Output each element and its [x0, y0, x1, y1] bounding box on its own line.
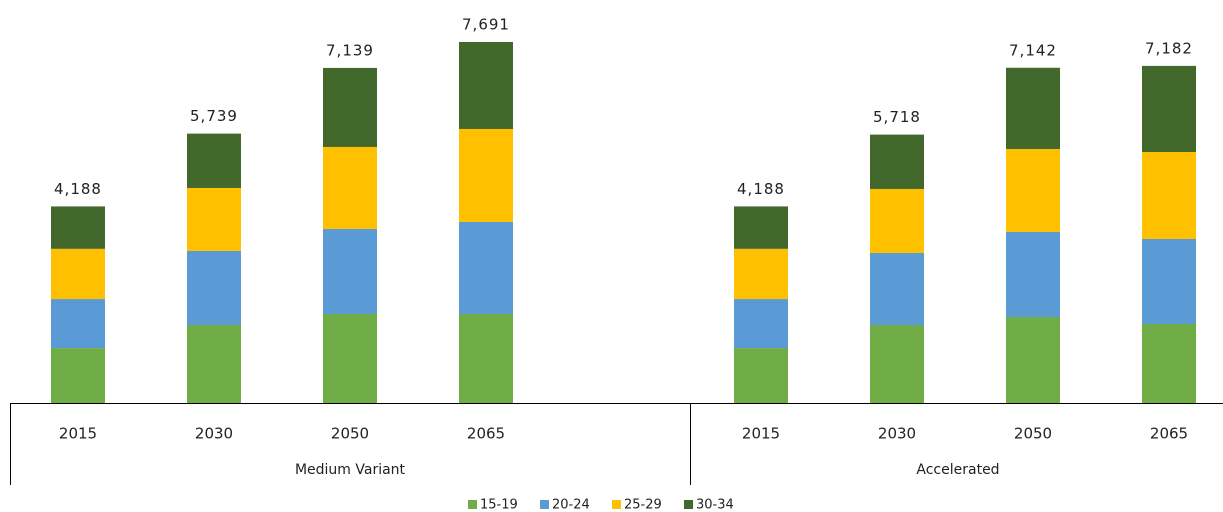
legend-swatch — [612, 500, 621, 509]
bar-segment — [1142, 65, 1196, 153]
bar-segment — [734, 299, 788, 349]
bar-segment — [1142, 152, 1196, 239]
legend-swatch — [540, 500, 549, 509]
bar-segment — [323, 313, 377, 403]
legend-label: 15-19 — [480, 498, 518, 512]
bar-segment — [870, 252, 924, 325]
bar-segment — [51, 206, 105, 249]
bar-segment — [459, 221, 513, 314]
bar-segment — [187, 187, 241, 251]
x-tick-label: 2050 — [1014, 425, 1052, 443]
bar-segment — [870, 134, 924, 189]
x-tick-label: 2065 — [467, 425, 505, 443]
legend-swatch — [468, 500, 477, 509]
bar-segment — [1006, 316, 1060, 403]
bar-segment — [187, 250, 241, 325]
total-label: 7,182 — [1145, 39, 1193, 57]
x-tick-label: 2065 — [1150, 425, 1188, 443]
bar-segment — [323, 67, 377, 147]
bar-segment — [323, 146, 377, 229]
bar-segment — [1006, 231, 1060, 317]
bar-segment — [459, 42, 513, 129]
bar-segment — [734, 248, 788, 300]
bar-segment — [459, 128, 513, 222]
bar-segment — [870, 324, 924, 403]
group-label: Accelerated — [916, 462, 999, 478]
bar-segment — [51, 248, 105, 300]
total-label: 5,718 — [873, 108, 921, 126]
bar-segment — [1142, 324, 1196, 403]
total-label: 4,188 — [54, 180, 102, 198]
bar-segment — [734, 348, 788, 403]
bar-segment — [51, 299, 105, 349]
legend-label: 25-29 — [624, 498, 662, 512]
total-label: 4,188 — [737, 180, 785, 198]
total-label: 7,139 — [326, 41, 374, 59]
bar-segment — [1006, 67, 1060, 149]
bar-segment — [870, 188, 924, 253]
bar-segment — [187, 324, 241, 403]
legend-label: 30-34 — [696, 498, 734, 512]
bar-segment — [1006, 148, 1060, 232]
total-label: 7,691 — [462, 16, 510, 34]
total-label: 5,739 — [190, 107, 238, 125]
bar-segment — [734, 206, 788, 249]
x-tick-label: 2030 — [878, 425, 916, 443]
x-tick-label: 2030 — [195, 425, 233, 443]
bar-segment — [1142, 238, 1196, 325]
bar-segment — [51, 348, 105, 403]
total-label: 7,142 — [1009, 41, 1057, 59]
bar-segment — [459, 313, 513, 403]
x-tick-label: 2015 — [59, 425, 97, 443]
legend-label: 20-24 — [552, 498, 590, 512]
group-label: Medium Variant — [295, 462, 406, 478]
bar-segment — [187, 133, 241, 188]
x-tick-label: 2050 — [331, 425, 369, 443]
x-tick-label: 2015 — [742, 425, 780, 443]
bar-segment — [323, 228, 377, 314]
legend-swatch — [684, 500, 693, 509]
